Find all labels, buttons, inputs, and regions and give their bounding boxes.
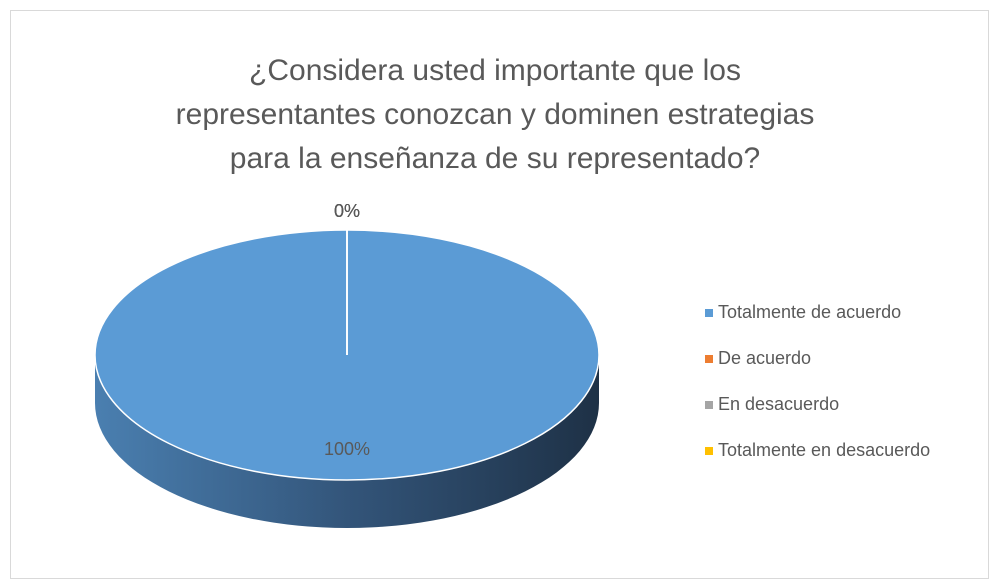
data-label: 0%: [334, 201, 360, 221]
pie-side: [95, 355, 599, 528]
chart-title: para la enseñanza de su representado?: [230, 142, 760, 175]
legend-swatch: [705, 401, 713, 409]
chart-title: ¿Considera usted importante que los: [249, 54, 741, 87]
data-label: 0%: [334, 201, 360, 221]
legend-label: De acuerdo: [718, 348, 811, 368]
legend-swatch: [705, 355, 713, 363]
legend-swatch: [705, 309, 713, 317]
legend-swatch: [705, 447, 713, 455]
legend-label: En desacuerdo: [718, 394, 839, 414]
legend-label: Totalmente en desacuerdo: [718, 440, 930, 460]
data-label: 100%: [324, 439, 370, 459]
legend-label: Totalmente de acuerdo: [718, 302, 901, 322]
data-label: 0%: [334, 201, 360, 221]
chart-title: representantes conozcan y dominen estrat…: [176, 98, 815, 131]
